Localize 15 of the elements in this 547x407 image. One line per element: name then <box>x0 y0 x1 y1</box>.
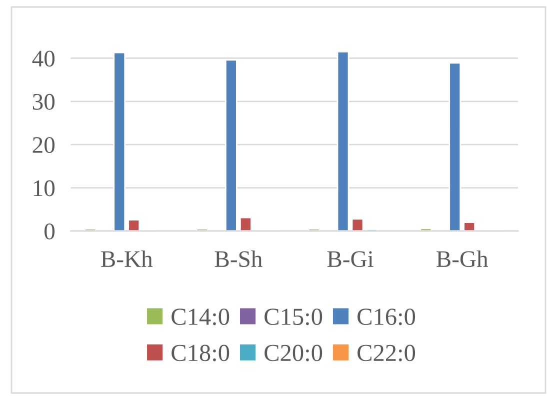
legend-label: C20:0 <box>264 344 322 362</box>
y-tick-label: 20 <box>32 137 55 154</box>
x-tick-label: B-Gh <box>436 250 488 268</box>
legend-label: C18:0 <box>172 344 230 362</box>
x-tick-label: B-Kh <box>101 250 153 267</box>
y-tick-label: 30 <box>32 94 55 110</box>
x-tick-label: B-Gi <box>327 251 374 268</box>
y-tick-label: 10 <box>34 180 55 196</box>
legend-label: C14:0 <box>172 308 230 326</box>
legend-label: C16:0 <box>358 308 416 326</box>
legend-label: C22:0 <box>358 344 416 362</box>
x-tick-label: B-Sh <box>214 250 262 268</box>
y-tick-label: 40 <box>32 50 55 67</box>
legend-label: C15:0 <box>264 308 322 326</box>
y-tick-label: 0 <box>44 223 55 240</box>
